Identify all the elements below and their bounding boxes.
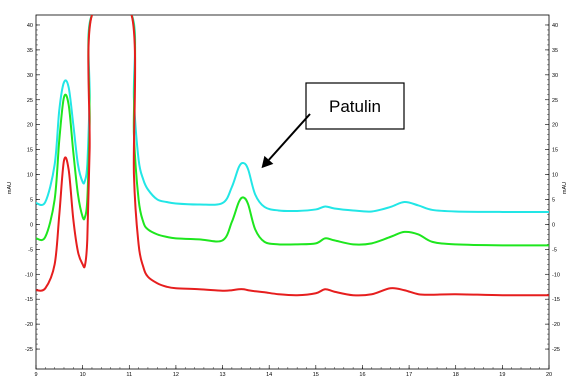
y-tick-label-left: -15	[25, 297, 33, 303]
x-tick-label: 10	[80, 372, 86, 378]
x-tick-label: 15	[313, 372, 319, 378]
y-tick-label-right: 30	[552, 73, 558, 79]
y-tick-label-left: 20	[27, 123, 33, 129]
y-tick-label-right: -10	[552, 272, 560, 278]
x-tick-label: 14	[266, 372, 272, 378]
x-tick-label: 11	[126, 372, 132, 378]
y-tick-label-right: 40	[552, 23, 558, 29]
callout-arrow	[268, 113, 311, 161]
y-tick-label-left: 35	[27, 48, 33, 54]
y-tick-label-right: 10	[552, 173, 558, 179]
x-tick-label: 19	[499, 372, 505, 378]
y-tick-label-right: 35	[552, 48, 558, 54]
series-line-2	[36, 15, 549, 247]
y-tick-label-right: -25	[552, 347, 560, 353]
y-tick-label-left: 0	[30, 222, 33, 228]
y-tick-label-left: -5	[28, 247, 33, 253]
y-tick-label-right: -15	[552, 297, 560, 303]
plot-frame	[35, 14, 550, 370]
callout-label: Patulin	[329, 97, 381, 116]
y-tick-label-left: 30	[27, 73, 33, 79]
y-tick-label-left: 25	[27, 98, 33, 104]
x-tick-label: 16	[359, 372, 365, 378]
y-tick-label-right: -5	[552, 247, 557, 253]
x-tick-label: 12	[173, 372, 179, 378]
y-tick-label-left: 5	[30, 197, 33, 203]
callout-arrowhead	[261, 155, 274, 169]
x-tick-label: 20	[546, 372, 552, 378]
axis-ticks: 9 10 11 12 13 14 15 16 17 18 19 20 40 40 35 35 30 30 25 25 2…	[25, 23, 560, 378]
y-tick-label-left: -25	[25, 347, 33, 353]
y-tick-label-right: 20	[552, 123, 558, 129]
callout-box	[305, 82, 405, 130]
y-tick-label-left: 15	[27, 148, 33, 154]
series-line-1	[36, 15, 549, 213]
x-tick-label: 17	[406, 372, 412, 378]
y-axis-label-right: mAU	[562, 182, 568, 194]
y-axis-label-left: mAU	[7, 182, 13, 194]
y-tick-label-left: 40	[27, 23, 33, 29]
y-tick-label-left: 10	[27, 173, 33, 179]
y-tick-label-right: 0	[552, 222, 555, 228]
x-tick-label: 18	[453, 372, 459, 378]
x-tick-label: 9	[34, 372, 37, 378]
series-lines	[36, 15, 549, 297]
patulin-callout: Patulin	[261, 82, 405, 169]
y-tick-label-right: -20	[552, 322, 560, 328]
y-tick-label-right: 5	[552, 197, 555, 203]
y-tick-label-right: 25	[552, 98, 558, 104]
y-tick-label-left: -10	[25, 272, 33, 278]
series-line-3	[36, 15, 549, 297]
x-tick-label: 13	[219, 372, 225, 378]
y-tick-label-right: 15	[552, 148, 558, 154]
y-tick-label-left: -20	[25, 322, 33, 328]
